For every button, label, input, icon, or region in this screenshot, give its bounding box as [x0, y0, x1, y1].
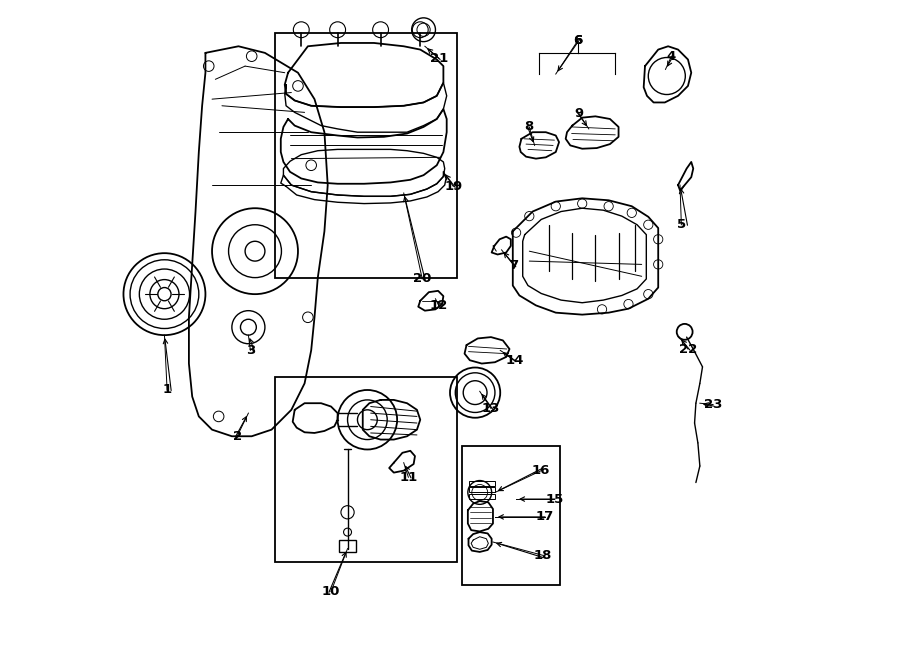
Bar: [274, 33, 456, 278]
Text: 6: 6: [573, 34, 582, 48]
Text: 3: 3: [246, 344, 255, 357]
Text: 18: 18: [534, 549, 552, 562]
Text: 19: 19: [445, 180, 463, 193]
Text: 4: 4: [667, 50, 676, 63]
Text: 16: 16: [532, 464, 551, 477]
Text: 23: 23: [704, 398, 723, 411]
Text: 15: 15: [545, 492, 563, 506]
Text: 1: 1: [163, 383, 172, 397]
Bar: [469, 481, 495, 486]
Text: 2: 2: [232, 430, 242, 443]
Text: 20: 20: [413, 272, 431, 286]
Text: 12: 12: [429, 299, 448, 312]
Text: 17: 17: [536, 510, 554, 524]
Text: 7: 7: [509, 259, 518, 272]
Text: 14: 14: [506, 354, 524, 367]
Text: 5: 5: [677, 218, 686, 231]
Text: 6: 6: [573, 34, 582, 48]
Bar: [339, 540, 356, 552]
Text: 13: 13: [482, 402, 500, 415]
Text: 8: 8: [525, 120, 534, 134]
Text: 9: 9: [574, 107, 583, 120]
Text: 11: 11: [400, 471, 418, 484]
Text: 21: 21: [429, 52, 448, 65]
Bar: [462, 446, 560, 585]
Text: 22: 22: [679, 342, 698, 356]
Bar: [469, 487, 495, 492]
Bar: [469, 494, 495, 499]
Text: 10: 10: [322, 585, 340, 598]
Bar: [274, 377, 456, 562]
